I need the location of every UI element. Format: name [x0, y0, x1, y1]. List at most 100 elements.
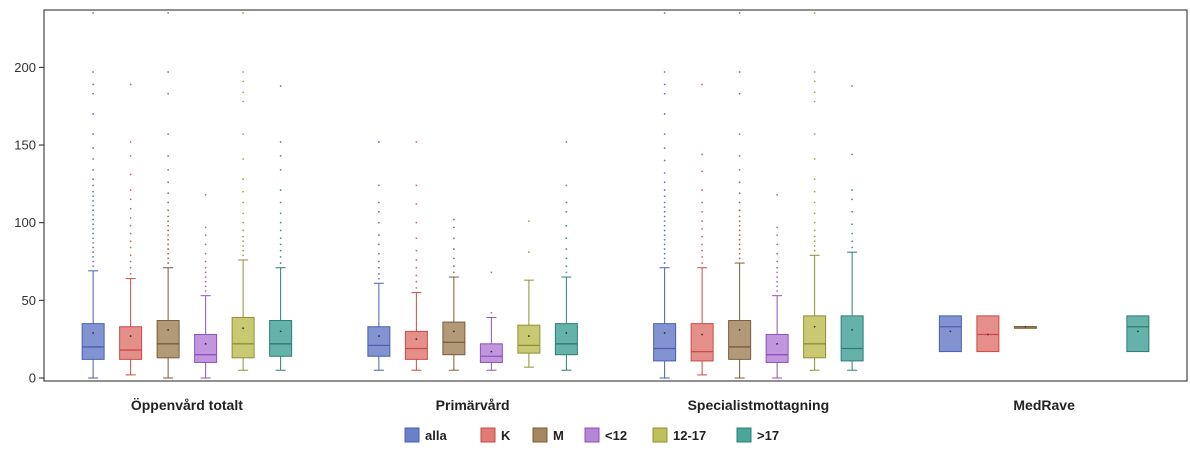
box-group: [404, 141, 428, 371]
box-iqr: [119, 326, 143, 360]
y-tick-label: 100: [14, 215, 36, 230]
outlier-point: [738, 248, 741, 250]
outlier-point: [167, 215, 170, 218]
outlier-point: [242, 100, 245, 103]
legend-item: alla: [404, 427, 447, 443]
outlier-point: [776, 226, 779, 229]
box-mean-marker: [851, 328, 854, 331]
box-iqr: [690, 323, 714, 362]
outlier-point: [279, 221, 282, 224]
outlier-point: [851, 198, 854, 201]
legend-swatch: [532, 427, 548, 443]
outlier-point: [279, 243, 282, 246]
outlier-point: [92, 147, 95, 150]
outlier-point: [92, 255, 95, 258]
box-mean-marker: [242, 327, 245, 330]
outlier-point: [776, 290, 779, 292]
outlier-point: [701, 262, 704, 264]
outlier-point: [813, 201, 816, 204]
outlier-point: [415, 274, 418, 277]
outlier-point: [663, 113, 666, 115]
legend-swatch: [404, 427, 420, 443]
outlier-point: [851, 210, 854, 213]
outlier-point: [701, 220, 704, 223]
outlier-point: [92, 113, 95, 115]
box-iqr: [81, 323, 105, 360]
legend-item: K: [480, 427, 511, 443]
box-group: [119, 83, 143, 376]
outlier-point: [92, 227, 95, 230]
outlier-point: [813, 212, 816, 215]
outlier-point: [701, 170, 704, 173]
outlier-point: [663, 181, 666, 184]
box-iqr: [517, 324, 541, 354]
outlier-point: [204, 252, 207, 255]
outlier-point: [279, 262, 282, 264]
outlier-point: [129, 224, 132, 227]
outlier-point: [701, 227, 704, 230]
outlier-point: [701, 153, 704, 156]
outlier-point: [415, 287, 418, 289]
outlier-point: [92, 190, 95, 193]
outlier-point: [663, 133, 666, 136]
outlier-point: [565, 201, 568, 204]
outlier-point: [452, 248, 455, 250]
box-iqr: [554, 323, 578, 356]
outlier-point: [813, 235, 816, 238]
outlier-point: [565, 184, 568, 187]
legend-item: 12-17: [652, 427, 706, 443]
outlier-point: [377, 184, 380, 187]
outlier-point: [92, 178, 95, 181]
boxes-layer: [81, 12, 1150, 379]
outlier-point: [565, 237, 568, 240]
box-iqr: [653, 323, 677, 362]
box-iqr: [728, 320, 752, 360]
outlier-point: [279, 85, 282, 87]
outlier-point: [279, 229, 282, 232]
box-group: [840, 85, 864, 371]
outlier-point: [377, 266, 380, 269]
box-group: [938, 315, 962, 353]
outlier-point: [851, 85, 854, 87]
outlier-point: [663, 201, 666, 204]
outlier-point: [851, 223, 854, 226]
outlier-point: [415, 259, 418, 261]
outlier-point: [813, 133, 816, 136]
outlier-point: [776, 193, 779, 196]
outlier-point: [738, 252, 741, 255]
outlier-point: [242, 12, 245, 14]
outlier-point: [129, 254, 132, 257]
outlier-point: [663, 215, 666, 218]
outlier-point: [738, 238, 741, 241]
outlier-point: [129, 207, 132, 210]
outlier-point: [663, 248, 666, 250]
outlier-point: [415, 184, 418, 187]
outlier-point: [813, 229, 816, 232]
outlier-point: [92, 168, 95, 171]
outlier-point: [851, 232, 854, 235]
outlier-point: [242, 254, 245, 257]
outlier-point: [92, 260, 95, 263]
legend-swatch: [480, 427, 496, 443]
outlier-point: [242, 245, 245, 247]
outlier-point: [813, 240, 816, 243]
outlier-point: [204, 243, 207, 246]
x-category-label: Öppenvård totalt: [131, 397, 243, 413]
outlier-point: [242, 212, 245, 215]
outlier-point: [242, 235, 245, 238]
outlier-point: [565, 265, 568, 268]
outlier-point: [701, 255, 704, 258]
outlier-point: [452, 226, 455, 229]
outlier-point: [452, 257, 455, 260]
outlier-point: [129, 83, 132, 86]
x-category-label: MedRave: [1013, 397, 1075, 413]
outlier-point: [242, 221, 245, 224]
box-mean-marker: [415, 338, 418, 341]
outlier-point: [415, 280, 418, 283]
box-group: [479, 271, 503, 371]
outlier-point: [452, 237, 455, 240]
y-tick-label: 150: [14, 138, 36, 153]
box-group: [231, 12, 255, 371]
outlier-point: [92, 237, 95, 240]
